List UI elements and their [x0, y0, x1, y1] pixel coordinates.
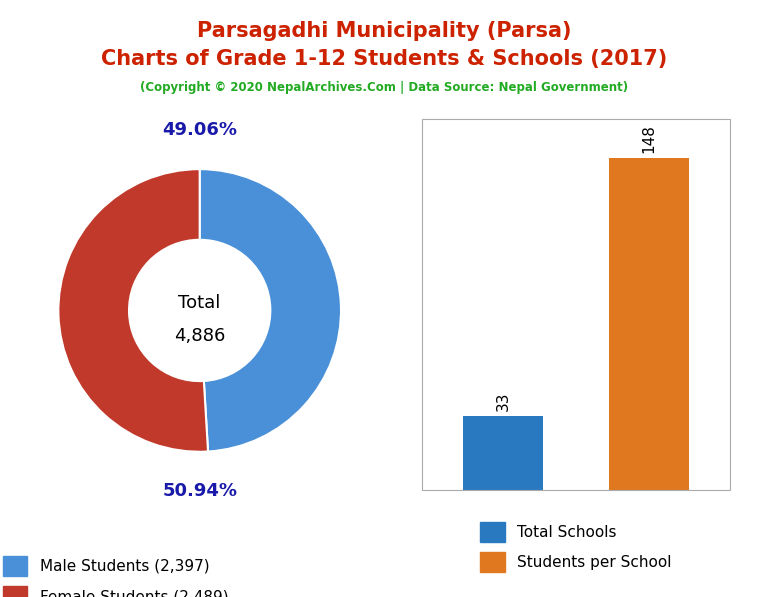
Wedge shape	[200, 169, 341, 451]
Legend: Male Students (2,397), Female Students (2,489): Male Students (2,397), Female Students (…	[0, 549, 236, 597]
Text: (Copyright © 2020 NepalArchives.Com | Data Source: Nepal Government): (Copyright © 2020 NepalArchives.Com | Da…	[140, 81, 628, 94]
Text: 148: 148	[641, 124, 657, 153]
Legend: Total Schools, Students per School: Total Schools, Students per School	[475, 516, 677, 578]
Text: Total: Total	[178, 294, 221, 312]
Bar	[462, 416, 543, 490]
Bar	[609, 158, 690, 490]
Text: 50.94%: 50.94%	[162, 482, 237, 500]
Text: 33: 33	[495, 392, 511, 411]
Text: 4,886: 4,886	[174, 327, 225, 345]
Text: Parsagadhi Municipality (Parsa): Parsagadhi Municipality (Parsa)	[197, 21, 571, 41]
Text: Charts of Grade 1-12 Students & Schools (2017): Charts of Grade 1-12 Students & Schools …	[101, 49, 667, 69]
Text: 49.06%: 49.06%	[162, 121, 237, 139]
Wedge shape	[58, 169, 208, 452]
